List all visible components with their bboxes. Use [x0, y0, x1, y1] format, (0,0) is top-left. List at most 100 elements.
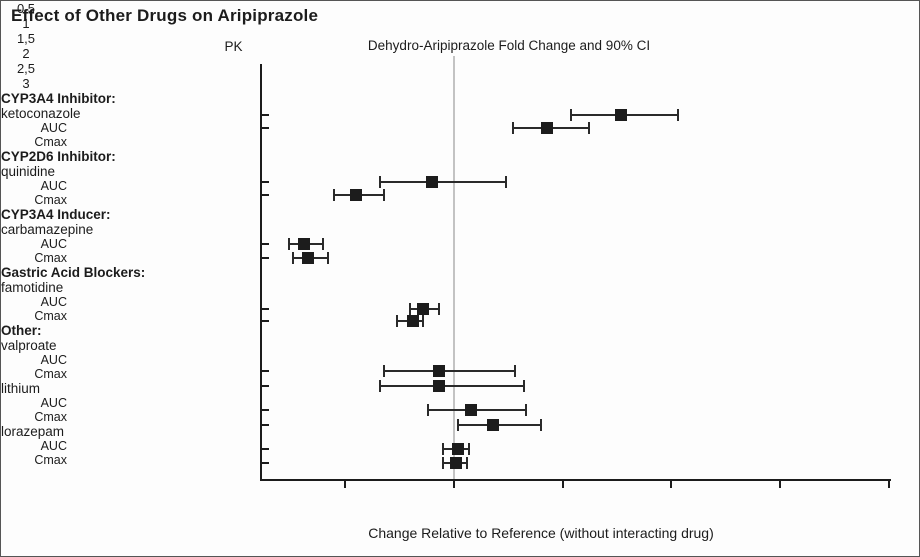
- x-axis-tick: [452, 481, 455, 488]
- y-axis-row-tick: [262, 385, 269, 387]
- x-axis-tick-label: 1: [22, 16, 30, 31]
- group-header-label: Gastric Acid Blockers:: [1, 265, 146, 280]
- group-header-label: CYP2D6 Inhibitor:: [1, 149, 116, 164]
- group-header-label: CYP3A4 Inducer:: [1, 207, 111, 222]
- point-estimate-marker: [465, 404, 478, 416]
- y-axis-row-tick: [262, 243, 269, 245]
- ci-lower-cap: [426, 404, 429, 416]
- group-header-label: Other:: [1, 323, 42, 338]
- confidence-interval-line: [384, 370, 515, 372]
- y-axis-row-tick: [262, 194, 269, 196]
- pk-row-label-auc: AUC: [40, 353, 67, 367]
- x-axis-title: Change Relative to Reference (without in…: [368, 525, 714, 541]
- y-axis-row-tick: [262, 127, 269, 129]
- x-axis-line: [260, 479, 891, 481]
- pk-row-label-cmax: Cmax: [34, 193, 67, 207]
- point-estimate-marker: [615, 109, 628, 121]
- y-axis-row-tick: [262, 114, 269, 116]
- ci-upper-cap: [513, 365, 516, 377]
- point-estimate-marker: [406, 315, 419, 327]
- ci-lower-cap: [291, 252, 294, 264]
- confidence-interval-line: [379, 385, 524, 387]
- point-estimate-marker: [302, 252, 315, 264]
- ci-lower-cap: [333, 189, 336, 201]
- pk-column-header: PK: [224, 39, 243, 54]
- ci-lower-cap: [383, 365, 386, 377]
- reference-line: [452, 56, 455, 479]
- x-axis-tick-label: 3: [22, 76, 30, 91]
- drug-name-label: ketoconazole: [1, 106, 81, 121]
- ci-upper-cap: [522, 380, 525, 392]
- pk-row-label-cmax: Cmax: [34, 135, 67, 149]
- y-axis-row-tick: [262, 320, 269, 322]
- x-axis-tick: [561, 481, 564, 488]
- drug-name-label: quinidine: [1, 164, 56, 179]
- pk-row-label-cmax: Cmax: [34, 410, 67, 424]
- point-estimate-marker: [450, 457, 463, 469]
- y-axis-row-tick: [262, 462, 269, 464]
- ci-lower-cap: [570, 109, 573, 121]
- drug-name-label: carbamazepine: [1, 222, 94, 237]
- point-estimate-marker: [417, 303, 430, 315]
- point-estimate-marker: [426, 176, 439, 188]
- drug-name-label: valproate: [1, 338, 57, 353]
- x-axis-tick: [779, 481, 782, 488]
- point-estimate-marker: [432, 380, 445, 392]
- point-estimate-marker: [487, 419, 500, 431]
- ci-lower-cap: [409, 303, 412, 315]
- pk-row-label-cmax: Cmax: [34, 453, 67, 467]
- y-axis-row-tick: [262, 370, 269, 372]
- y-axis-line: [260, 64, 262, 481]
- pk-row-label-auc: AUC: [40, 439, 67, 453]
- figure-title: Effect of Other Drugs on Aripiprazole: [11, 6, 319, 25]
- ci-lower-cap: [378, 176, 381, 188]
- ci-lower-cap: [287, 238, 290, 250]
- ci-upper-cap: [676, 109, 679, 121]
- x-axis-tick-label: 2: [22, 46, 30, 61]
- ci-upper-cap: [383, 189, 386, 201]
- ci-upper-cap: [437, 303, 440, 315]
- plot-subtitle: Dehydro-Aripiprazole Fold Change and 90%…: [367, 38, 651, 53]
- ci-lower-cap: [511, 122, 514, 134]
- point-estimate-marker: [297, 238, 310, 250]
- ci-upper-cap: [587, 122, 590, 134]
- ci-upper-cap: [468, 443, 471, 455]
- ci-lower-cap: [396, 315, 399, 327]
- pk-row-label-cmax: Cmax: [34, 367, 67, 381]
- pk-row-label-auc: AUC: [40, 396, 67, 410]
- ci-lower-cap: [442, 457, 445, 469]
- group-header-label: CYP3A4 Inhibitor:: [1, 91, 116, 106]
- confidence-interval-line: [458, 424, 541, 426]
- ci-upper-cap: [505, 176, 508, 188]
- x-axis-tick-label: 2,5: [16, 61, 36, 76]
- ci-upper-cap: [465, 457, 468, 469]
- confidence-interval-line: [379, 181, 507, 183]
- y-axis-row-tick: [262, 181, 269, 183]
- x-axis-tick-label: 1,5: [16, 31, 36, 46]
- ci-upper-cap: [524, 404, 527, 416]
- pk-row-label-cmax: Cmax: [34, 251, 67, 265]
- ci-upper-cap: [422, 315, 425, 327]
- drug-name-label: lorazepam: [1, 424, 65, 439]
- y-axis-row-tick: [262, 308, 269, 310]
- x-axis-tick-label: 0,5: [16, 1, 36, 16]
- y-axis-row-tick: [262, 257, 269, 259]
- ci-lower-cap: [457, 419, 460, 431]
- pk-row-label-cmax: Cmax: [34, 309, 67, 323]
- y-axis-row-tick: [262, 448, 269, 450]
- x-axis-tick: [670, 481, 673, 488]
- pk-row-label-auc: AUC: [40, 295, 67, 309]
- x-axis-tick: [344, 481, 347, 488]
- drug-name-label: famotidine: [1, 280, 64, 295]
- pk-row-label-auc: AUC: [40, 237, 67, 251]
- ci-lower-cap: [442, 443, 445, 455]
- ci-upper-cap: [326, 252, 329, 264]
- point-estimate-marker: [432, 365, 445, 377]
- pk-row-label-auc: AUC: [40, 179, 67, 193]
- ci-upper-cap: [322, 238, 325, 250]
- point-estimate-marker: [350, 189, 363, 201]
- point-estimate-marker: [452, 443, 465, 455]
- drug-name-label: lithium: [1, 381, 41, 396]
- ci-upper-cap: [539, 419, 542, 431]
